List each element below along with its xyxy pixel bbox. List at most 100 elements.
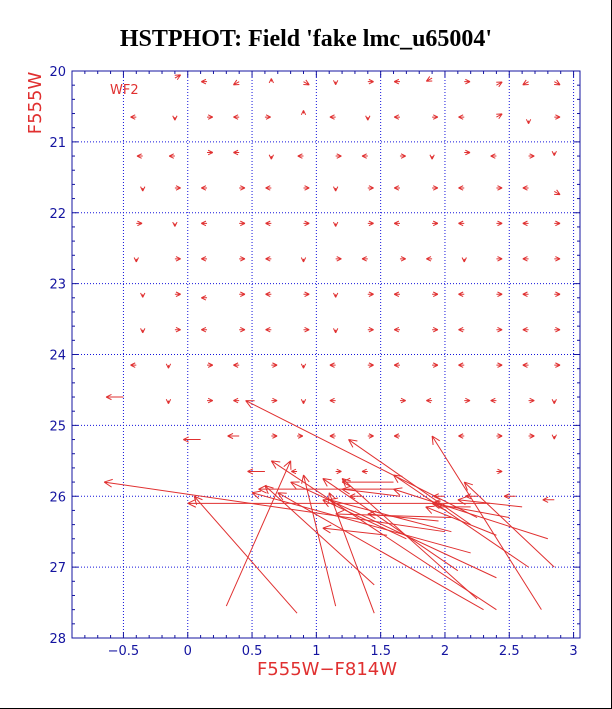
small-vector-mark xyxy=(522,362,529,368)
y-tick-label: 26 xyxy=(49,490,66,505)
y-tick-label: 28 xyxy=(49,632,66,647)
small-vector-mark xyxy=(233,114,240,120)
small-vector-mark xyxy=(399,397,406,404)
small-vector-mark xyxy=(458,114,465,120)
small-vector-mark xyxy=(432,185,439,191)
small-vector-mark xyxy=(361,256,368,262)
small-vector-mark xyxy=(105,393,124,401)
small-vector-mark xyxy=(522,79,529,86)
small-vector-mark xyxy=(393,291,400,297)
small-vector-mark xyxy=(551,399,557,404)
small-vector-mark xyxy=(496,433,503,439)
small-vector-mark xyxy=(335,468,342,475)
small-vector-mark xyxy=(426,256,433,262)
small-vector-mark xyxy=(365,115,371,121)
small-vector-mark xyxy=(264,114,271,120)
small-vector-mark xyxy=(300,399,307,404)
small-vector-mark xyxy=(291,468,298,475)
small-vector-mark xyxy=(136,220,143,227)
long-vector-arrow xyxy=(193,495,298,614)
long-vector-arrow xyxy=(335,509,452,519)
small-vector-mark xyxy=(207,149,214,156)
small-vector-mark xyxy=(174,185,181,191)
small-vector-mark xyxy=(201,185,208,191)
small-vector-mark xyxy=(239,291,246,297)
small-vector-mark xyxy=(174,256,181,262)
small-vector-mark xyxy=(233,149,240,156)
small-vector-mark xyxy=(496,326,503,333)
small-vector-mark xyxy=(551,150,557,156)
small-vector-mark xyxy=(528,397,535,404)
small-vector-mark xyxy=(554,256,561,262)
small-vector-mark xyxy=(130,114,137,120)
small-vector-mark xyxy=(367,291,374,297)
long-vector-arrow xyxy=(103,478,446,533)
small-vector-mark xyxy=(335,256,342,262)
small-vector-mark xyxy=(554,114,561,120)
small-vector-mark xyxy=(136,153,143,159)
small-vector-mark xyxy=(393,326,400,333)
small-vector-mark xyxy=(496,113,503,120)
small-vector-mark xyxy=(393,114,400,120)
small-vector-mark xyxy=(465,493,478,500)
small-vector-mark xyxy=(333,328,339,334)
small-vector-mark xyxy=(461,257,467,263)
long-vector-arrow xyxy=(425,505,497,536)
long-vector-arrow xyxy=(393,487,549,540)
small-vector-mark xyxy=(490,397,497,404)
small-vector-mark xyxy=(393,185,400,191)
small-vector-mark xyxy=(303,220,310,227)
small-vector-mark xyxy=(265,326,272,333)
small-vector-mark xyxy=(464,78,471,85)
small-vector-mark xyxy=(172,115,178,121)
small-vector-mark xyxy=(496,81,503,88)
small-vector-mark xyxy=(300,110,307,116)
y-axis-label: F555W xyxy=(25,72,46,135)
small-vector-mark xyxy=(503,493,516,500)
x-tick-label: 2.5 xyxy=(499,644,520,659)
small-vector-mark xyxy=(333,221,339,227)
long-vector-arrow xyxy=(290,481,497,579)
small-vector-mark xyxy=(393,78,400,85)
small-vector-mark xyxy=(522,326,529,333)
small-vector-mark xyxy=(239,220,246,227)
small-vector-mark xyxy=(525,119,532,125)
small-vector-mark xyxy=(271,362,278,368)
y-tick-label: 21 xyxy=(49,136,66,151)
small-vector-mark xyxy=(201,326,208,333)
x-tick-label: 1 xyxy=(312,644,320,659)
small-vector-mark xyxy=(554,189,561,196)
small-vector-mark xyxy=(201,256,208,262)
long-vector-arrow xyxy=(341,485,401,497)
small-vector-mark xyxy=(522,256,529,262)
y-tick-label: 22 xyxy=(49,207,66,222)
small-vector-mark xyxy=(174,326,181,333)
small-vector-mark xyxy=(426,397,433,404)
small-vector-mark xyxy=(329,397,336,404)
small-vector-mark xyxy=(425,76,433,82)
long-vector-arrow xyxy=(187,498,439,508)
small-vector-mark xyxy=(393,362,400,368)
small-vector-mark xyxy=(464,149,471,156)
small-vector-mark xyxy=(168,153,175,159)
small-vector-mark xyxy=(201,220,208,227)
small-vector-mark xyxy=(522,291,529,297)
small-vector-mark xyxy=(333,186,339,192)
small-vector-mark xyxy=(432,220,439,227)
long-vector-arrow xyxy=(322,478,459,572)
long-vector-arrow xyxy=(301,474,337,607)
small-vector-mark xyxy=(458,326,465,333)
small-vector-mark xyxy=(367,78,374,85)
small-vector-mark xyxy=(303,326,310,333)
y-tick-label: 20 xyxy=(49,65,66,80)
small-vector-mark xyxy=(393,433,400,439)
small-vector-mark xyxy=(522,220,529,227)
long-vector-arrow xyxy=(463,481,555,568)
chart-title: HSTPHOT: Field 'fake lmc_u65004' xyxy=(119,26,493,52)
small-vector-mark xyxy=(432,291,439,297)
small-vector-mark xyxy=(300,257,307,263)
small-vector-mark xyxy=(207,114,214,120)
small-vector-mark xyxy=(183,436,201,443)
small-vector-mark xyxy=(458,220,465,227)
